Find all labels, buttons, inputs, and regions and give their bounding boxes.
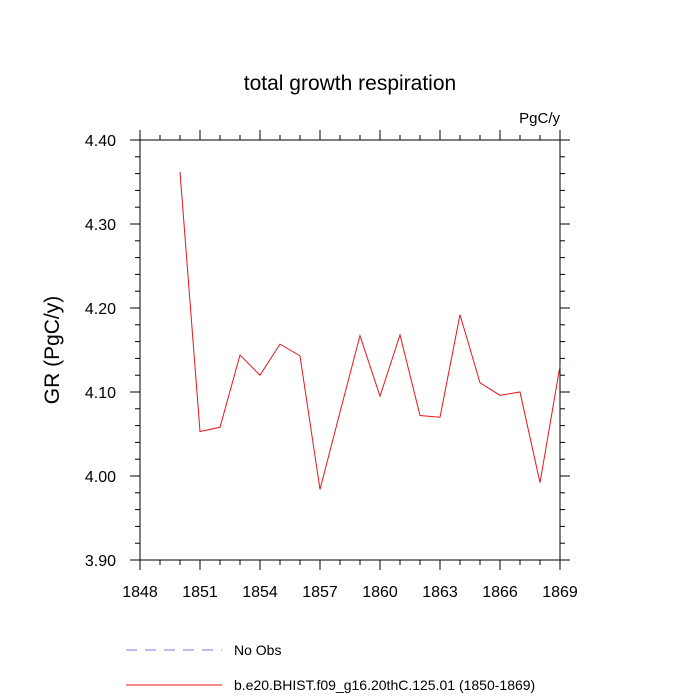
y-tick-label: 4.30 bbox=[85, 217, 116, 234]
axis-ticks bbox=[130, 130, 570, 570]
legend: No Obs b.e20.BHIST.f09_g16.20thC.125.01 (… bbox=[126, 642, 535, 693]
y-tick-label: 3.90 bbox=[85, 553, 116, 570]
x-tick-label: 1866 bbox=[482, 584, 518, 601]
legend-label: No Obs bbox=[234, 642, 281, 658]
series-line bbox=[179, 171, 561, 490]
y-axis-label: GR (PgC/y) bbox=[41, 296, 64, 405]
x-tick-label: 1860 bbox=[362, 584, 398, 601]
x-tick-label: 1857 bbox=[302, 584, 338, 601]
chart-title: total growth respiration bbox=[244, 72, 456, 95]
x-tick-label: 1854 bbox=[242, 584, 278, 601]
plot-frame bbox=[139, 139, 561, 561]
tick-labels: 1848 1851 1854 1857 1860 1863 1866 1869 3.90 4.00… bbox=[85, 133, 578, 601]
y-tick-label: 4.10 bbox=[85, 385, 116, 402]
y-tick-label: 4.20 bbox=[85, 301, 116, 318]
series-group bbox=[179, 171, 561, 490]
x-tick-label: 1851 bbox=[182, 584, 218, 601]
units-label: PgC/y bbox=[519, 110, 560, 127]
y-tick-label: 4.40 bbox=[85, 133, 116, 150]
x-tick-label: 1863 bbox=[422, 584, 458, 601]
x-tick-label: 1848 bbox=[122, 584, 158, 601]
x-tick-label: 1869 bbox=[542, 584, 578, 601]
y-tick-label: 4.00 bbox=[85, 469, 116, 486]
legend-label: b.e20.BHIST.f09_g16.20thC.125.01 (1850-1… bbox=[234, 677, 535, 693]
